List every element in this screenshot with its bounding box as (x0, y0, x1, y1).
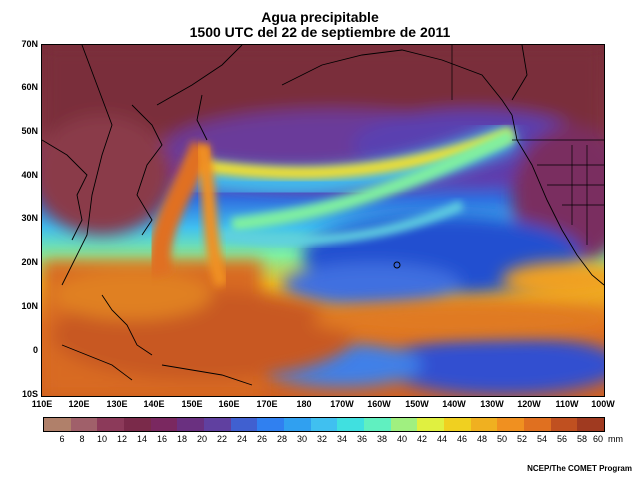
lon-label-170w: 170W (330, 399, 354, 409)
colorbar-label: 42 (416, 434, 427, 444)
lat-label-50n: 50N (21, 126, 38, 136)
colorbar-segment (257, 418, 285, 431)
colorbar-label: 8 (79, 434, 85, 444)
lat-label-30n: 30N (21, 213, 38, 223)
lon-label-140w: 140W (442, 399, 466, 409)
lat-label-0: 0 (32, 345, 38, 355)
colorbar-segment (310, 418, 338, 431)
colorbar-segment (230, 418, 258, 431)
colorbar-label: 44 (436, 434, 447, 444)
colorbar-segment (390, 418, 418, 431)
colorbar-label: 36 (356, 434, 367, 444)
lat-label-20n: 20N (21, 257, 38, 267)
colorbar-label: 40 (396, 434, 407, 444)
colorbar-segment (524, 418, 551, 431)
colorbar-label: 50 (496, 434, 507, 444)
colorbar-segment (577, 418, 605, 431)
lon-label-100w: 100W (591, 399, 615, 409)
colorbar-segment (44, 418, 71, 431)
colorbar-label: 38 (376, 434, 387, 444)
lon-label-170e: 170E (256, 399, 278, 409)
colorbar-label: 28 (276, 434, 287, 444)
colorbar-label: 6 (59, 434, 65, 444)
colorbar-segment (470, 418, 498, 431)
colorbar (43, 417, 605, 432)
colorbar-segment (204, 418, 231, 431)
colorbar-label: 14 (136, 434, 147, 444)
coastlines (42, 45, 604, 386)
political-borders (451, 45, 604, 245)
colorbar-label: 48 (476, 434, 487, 444)
colorbar-label: 26 (256, 434, 267, 444)
credit-text: NCEP/The COMET Program (527, 464, 632, 473)
lon-label-180: 180 (296, 399, 312, 409)
colorbar-label: 18 (176, 434, 187, 444)
lon-label-160e: 160E (218, 399, 240, 409)
lon-label-150e: 150E (181, 399, 203, 409)
colorbar-segment (177, 418, 205, 431)
colorbar-segment (97, 418, 125, 431)
colorbar-label: 54 (536, 434, 547, 444)
precipitable-water-map (41, 44, 605, 397)
colorbar-label: 32 (316, 434, 327, 444)
colorbar-label: 10 (96, 434, 107, 444)
colorbar-segment (70, 418, 98, 431)
lon-label-160w: 160W (367, 399, 391, 409)
colorbar-segment (417, 418, 445, 431)
lon-label-120w: 120W (517, 399, 541, 409)
colorbar-label: 34 (336, 434, 347, 444)
map-subtitle: 1500 UTC del 22 de septiembre de 2011 (189, 24, 451, 40)
colorbar-label: 46 (456, 434, 467, 444)
colorbar-segment (150, 418, 178, 431)
lat-label-40n: 40N (21, 170, 38, 180)
colorbar-segment (364, 418, 391, 431)
colorbar-segment (284, 418, 311, 431)
lon-label-110w: 110W (555, 399, 579, 409)
map-title: Agua precipitable (261, 9, 379, 25)
colorbar-label: 22 (216, 434, 227, 444)
dry-air-regions (42, 45, 604, 395)
lon-label-150w: 150W (405, 399, 429, 409)
colorbar-label: 58 (576, 434, 587, 444)
colorbar-label: 52 (516, 434, 527, 444)
lat-label-70n: 70N (21, 39, 38, 49)
atmospheric-river (149, 123, 518, 288)
colorbar-label: 60 (592, 434, 603, 444)
lon-label-140e: 140E (143, 399, 165, 409)
map-canvas (42, 45, 604, 396)
hawaii-islands (393, 261, 401, 269)
colorbar-label: 30 (296, 434, 307, 444)
colorbar-label: 20 (196, 434, 207, 444)
colorbar-label: 12 (116, 434, 127, 444)
colorbar-units: mm (608, 434, 623, 444)
lon-label-130w: 130W (480, 399, 504, 409)
lat-label-10s: 10S (21, 389, 38, 399)
colorbar-label: 56 (556, 434, 567, 444)
colorbar-segment (337, 418, 365, 431)
lat-label-60n: 60N (21, 82, 38, 92)
lat-label-10n: 10N (21, 301, 38, 311)
colorbar-segment (444, 418, 471, 431)
colorbar-segment (124, 418, 151, 431)
lon-label-110e: 110E (31, 399, 53, 409)
lon-label-130e: 130E (106, 399, 128, 409)
colorbar-segment (550, 418, 578, 431)
colorbar-label: 16 (156, 434, 167, 444)
colorbar-label: 24 (236, 434, 247, 444)
lon-label-120e: 120E (68, 399, 90, 409)
colorbar-segment (497, 418, 525, 431)
